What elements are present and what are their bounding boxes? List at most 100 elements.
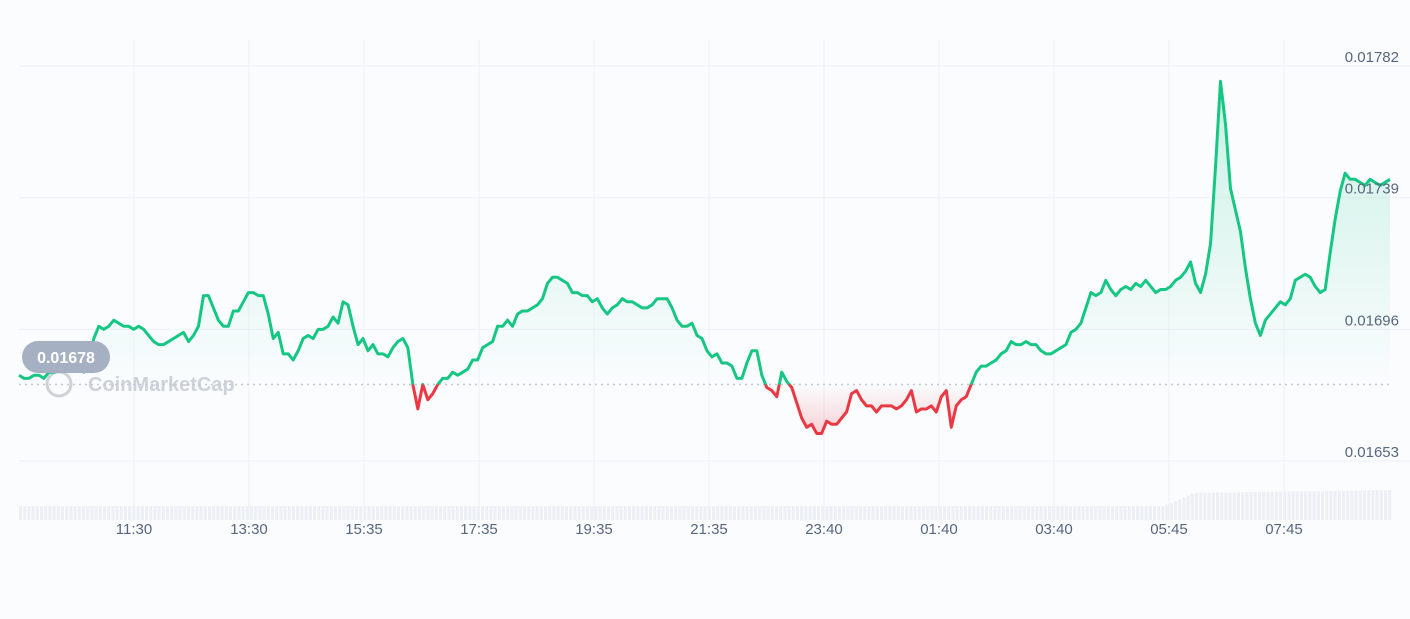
volume-bar [842,506,846,520]
volume-bar [560,506,564,520]
volume-bar [350,506,354,520]
volume-bar [1367,490,1371,520]
volume-bar [1186,495,1190,520]
volume-bar [237,506,241,520]
volume-bar [493,506,497,520]
volume-bar [1220,492,1224,520]
volume-bar [1174,501,1177,520]
volume-bar [262,506,266,520]
volume-bar [804,506,808,520]
volume-bar [611,506,615,520]
x-tick-label: 07:45 [1265,521,1303,538]
volume-bar [329,506,333,520]
volume-bar [136,506,140,520]
volume-bar [959,506,963,520]
volume-bar [392,506,396,520]
volume-bar [367,506,371,520]
volume-bar [766,506,770,520]
volume-bar [451,506,455,520]
volume-bar [317,506,321,520]
volume-bar [1064,506,1068,520]
volume-bar [867,506,871,520]
volume-bar [434,506,438,520]
volume-bar [1325,491,1329,520]
volume-bar [1077,506,1081,520]
volume-bar [1052,506,1056,520]
x-tick-label: 03:40 [1035,521,1073,538]
volume-bar [178,506,182,520]
volume-bar [119,506,123,520]
volume-bar [258,506,262,520]
volume-bar [838,506,841,520]
volume-bar [149,506,153,520]
volume-bar [930,506,934,520]
volume-bar [1258,492,1261,520]
volume-bar [661,506,665,520]
volume-bar [892,506,896,520]
volume-bar [443,506,447,520]
volume-bar [800,506,804,520]
volume-bar [1207,492,1211,520]
volume-bar [82,506,85,520]
volume-bar [426,506,430,520]
volume-bar [1283,491,1287,520]
volume-bar [48,506,52,520]
volume-bar [1300,491,1303,520]
volume-bar [569,506,573,520]
volume-bar [913,506,917,520]
volume-bar [812,506,816,520]
volume-bar [510,506,514,520]
volume-bar [733,506,736,520]
volume-bar [405,506,409,520]
y-axis: 0.01782 0.01739 0.01696 0.01653 [1345,49,1399,461]
volume-bar [216,506,220,520]
volume-bar [632,506,636,520]
volume-bar [413,506,417,520]
x-tick-label: 21:35 [690,521,728,538]
volume-bar [422,506,426,520]
volume-bar [850,506,854,520]
volume-bar [964,506,967,520]
volume-bar [1266,491,1270,520]
volume-bar [485,506,489,520]
volume-bar [170,506,174,520]
volume-bar [111,506,115,520]
volume-bar [1060,506,1064,520]
volume-bar [52,506,56,520]
volume-bar [972,506,976,520]
volume-bar [745,506,749,520]
volume-bar [1085,506,1089,520]
volume-bar [514,506,518,520]
volume-bar [628,506,631,520]
volume-bar [153,506,157,520]
volume-bar [208,506,211,520]
volume-bar [749,506,753,520]
volume-bar [518,506,522,520]
volume-bar [56,506,60,520]
volume-bar [1237,492,1240,520]
volume-bar [1140,506,1144,520]
volume-bar [602,506,606,520]
volume-bar [1253,492,1257,520]
volume-bar [1312,491,1316,520]
volume-bar [1010,506,1014,520]
baseline-badge-bg [22,341,110,373]
volume-bar [128,506,132,520]
volume-bar [686,506,690,520]
volume-bar [174,506,178,520]
volume-bar [817,506,820,520]
x-tick-label: 11:30 [116,521,152,538]
volume-bar [388,506,392,520]
volume-bar [833,506,837,520]
volume-bar [1287,491,1291,520]
volume-bar [712,506,715,520]
volume-bar [1165,504,1169,520]
volume-bar [586,506,589,520]
volume-bar [1241,492,1245,520]
volume-bar [325,506,329,520]
volume-bar [653,506,657,520]
volume-bar [884,506,888,520]
volume-bar [1123,506,1127,520]
volume-bar [1262,492,1266,520]
volume-bar [40,506,43,520]
